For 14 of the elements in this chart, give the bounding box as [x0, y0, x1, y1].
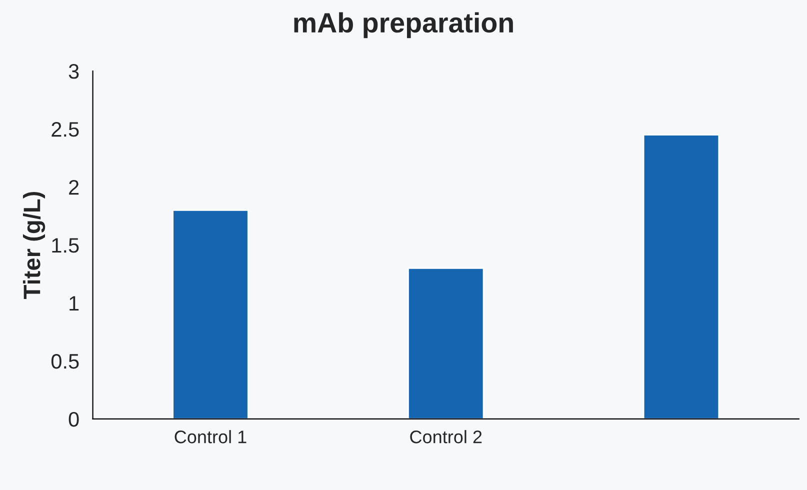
y-tick-label: 1 — [70, 296, 79, 311]
bar — [172, 210, 249, 419]
y-tick-label: 2 — [69, 180, 79, 195]
y-tick-label: 2.5 — [52, 122, 79, 137]
y-tick-label: 1.5 — [52, 238, 79, 253]
bar — [408, 268, 484, 419]
bar — [642, 134, 720, 419]
chart-title: mAb preparation — [294, 12, 513, 38]
x-tick-label: Control 2 — [410, 430, 482, 444]
y-tick-label: 3 — [68, 64, 79, 79]
y-axis-title: Titer (g/L) — [22, 192, 46, 299]
y-tick-label: 0.5 — [51, 354, 79, 369]
x-tick-label: Control 1 — [174, 430, 246, 444]
y-tick-label: 0 — [68, 412, 79, 427]
